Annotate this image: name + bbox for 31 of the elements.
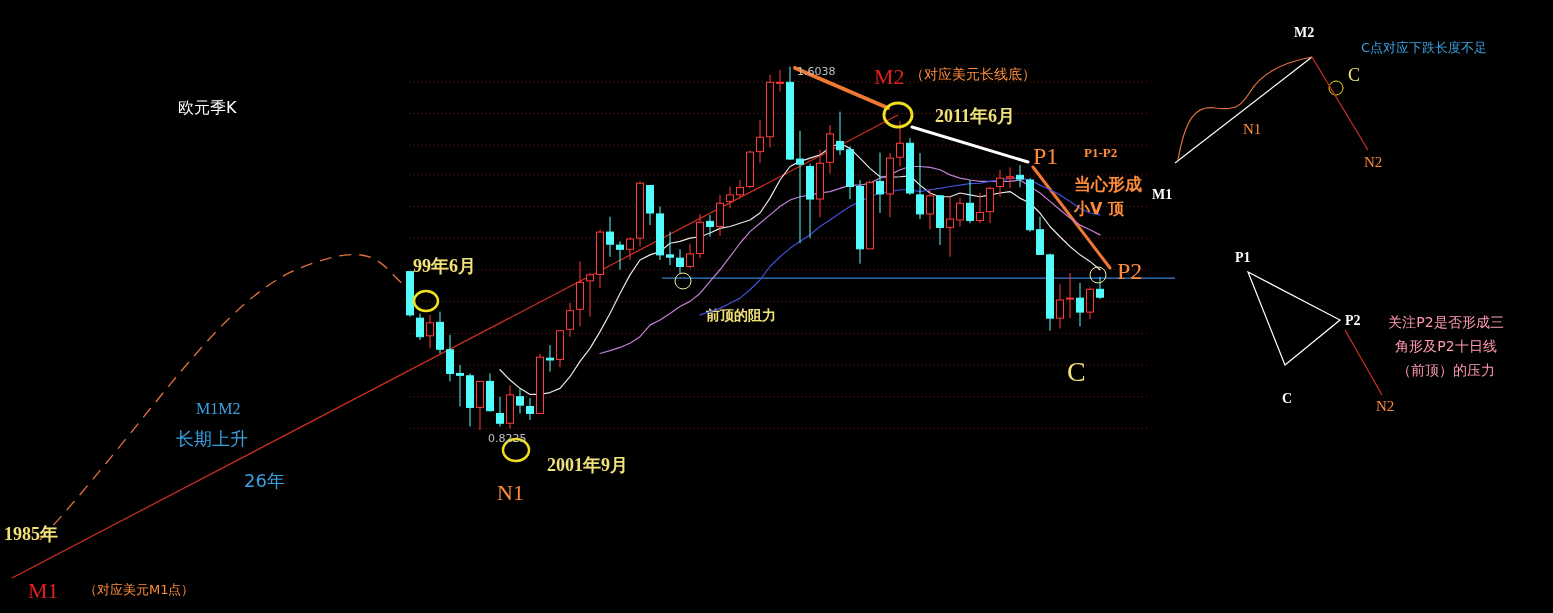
text: M2 xyxy=(1294,25,1315,40)
text: M1 xyxy=(1152,187,1173,202)
text: C点对应下跌长度不足 xyxy=(1361,40,1488,55)
text: M1M2 xyxy=(196,400,241,417)
annotation: 99年6月 xyxy=(413,256,476,276)
text: C xyxy=(1348,65,1361,85)
text: N2 xyxy=(1376,398,1395,414)
annotation: N1 xyxy=(497,480,524,505)
text: N1 xyxy=(1243,121,1262,137)
annotation: 2001年9月 xyxy=(547,455,628,475)
text: N2 xyxy=(1364,154,1383,170)
annotation: M2 xyxy=(874,64,905,89)
annotation: 0.8225 xyxy=(488,432,527,445)
text: 长期上升 xyxy=(176,428,248,449)
annotation: P1 xyxy=(1033,143,1059,169)
ref-line-label: 前顶的阻力 xyxy=(705,307,776,323)
annotation: P1-P2 xyxy=(1084,145,1118,160)
text: P2 xyxy=(1345,313,1361,328)
text: （对应美元M1点） xyxy=(84,582,195,597)
text: P2 xyxy=(1117,258,1143,284)
text: 1985年 xyxy=(4,524,58,544)
text: 26年 xyxy=(244,470,285,491)
text: M1 xyxy=(28,578,59,603)
text: 欧元季K xyxy=(178,98,237,117)
annotation: 2011年6月 xyxy=(935,106,1016,126)
text: C xyxy=(1282,391,1293,406)
text: P1 xyxy=(1235,250,1251,265)
annotation: 当心形成 xyxy=(1074,174,1142,194)
annotation: C xyxy=(1067,356,1086,387)
text: 关注P2是否形成三角形及P2十日线（前顶）的压力 xyxy=(1387,313,1505,380)
annotation: （对应美元长线底） xyxy=(910,66,1036,82)
